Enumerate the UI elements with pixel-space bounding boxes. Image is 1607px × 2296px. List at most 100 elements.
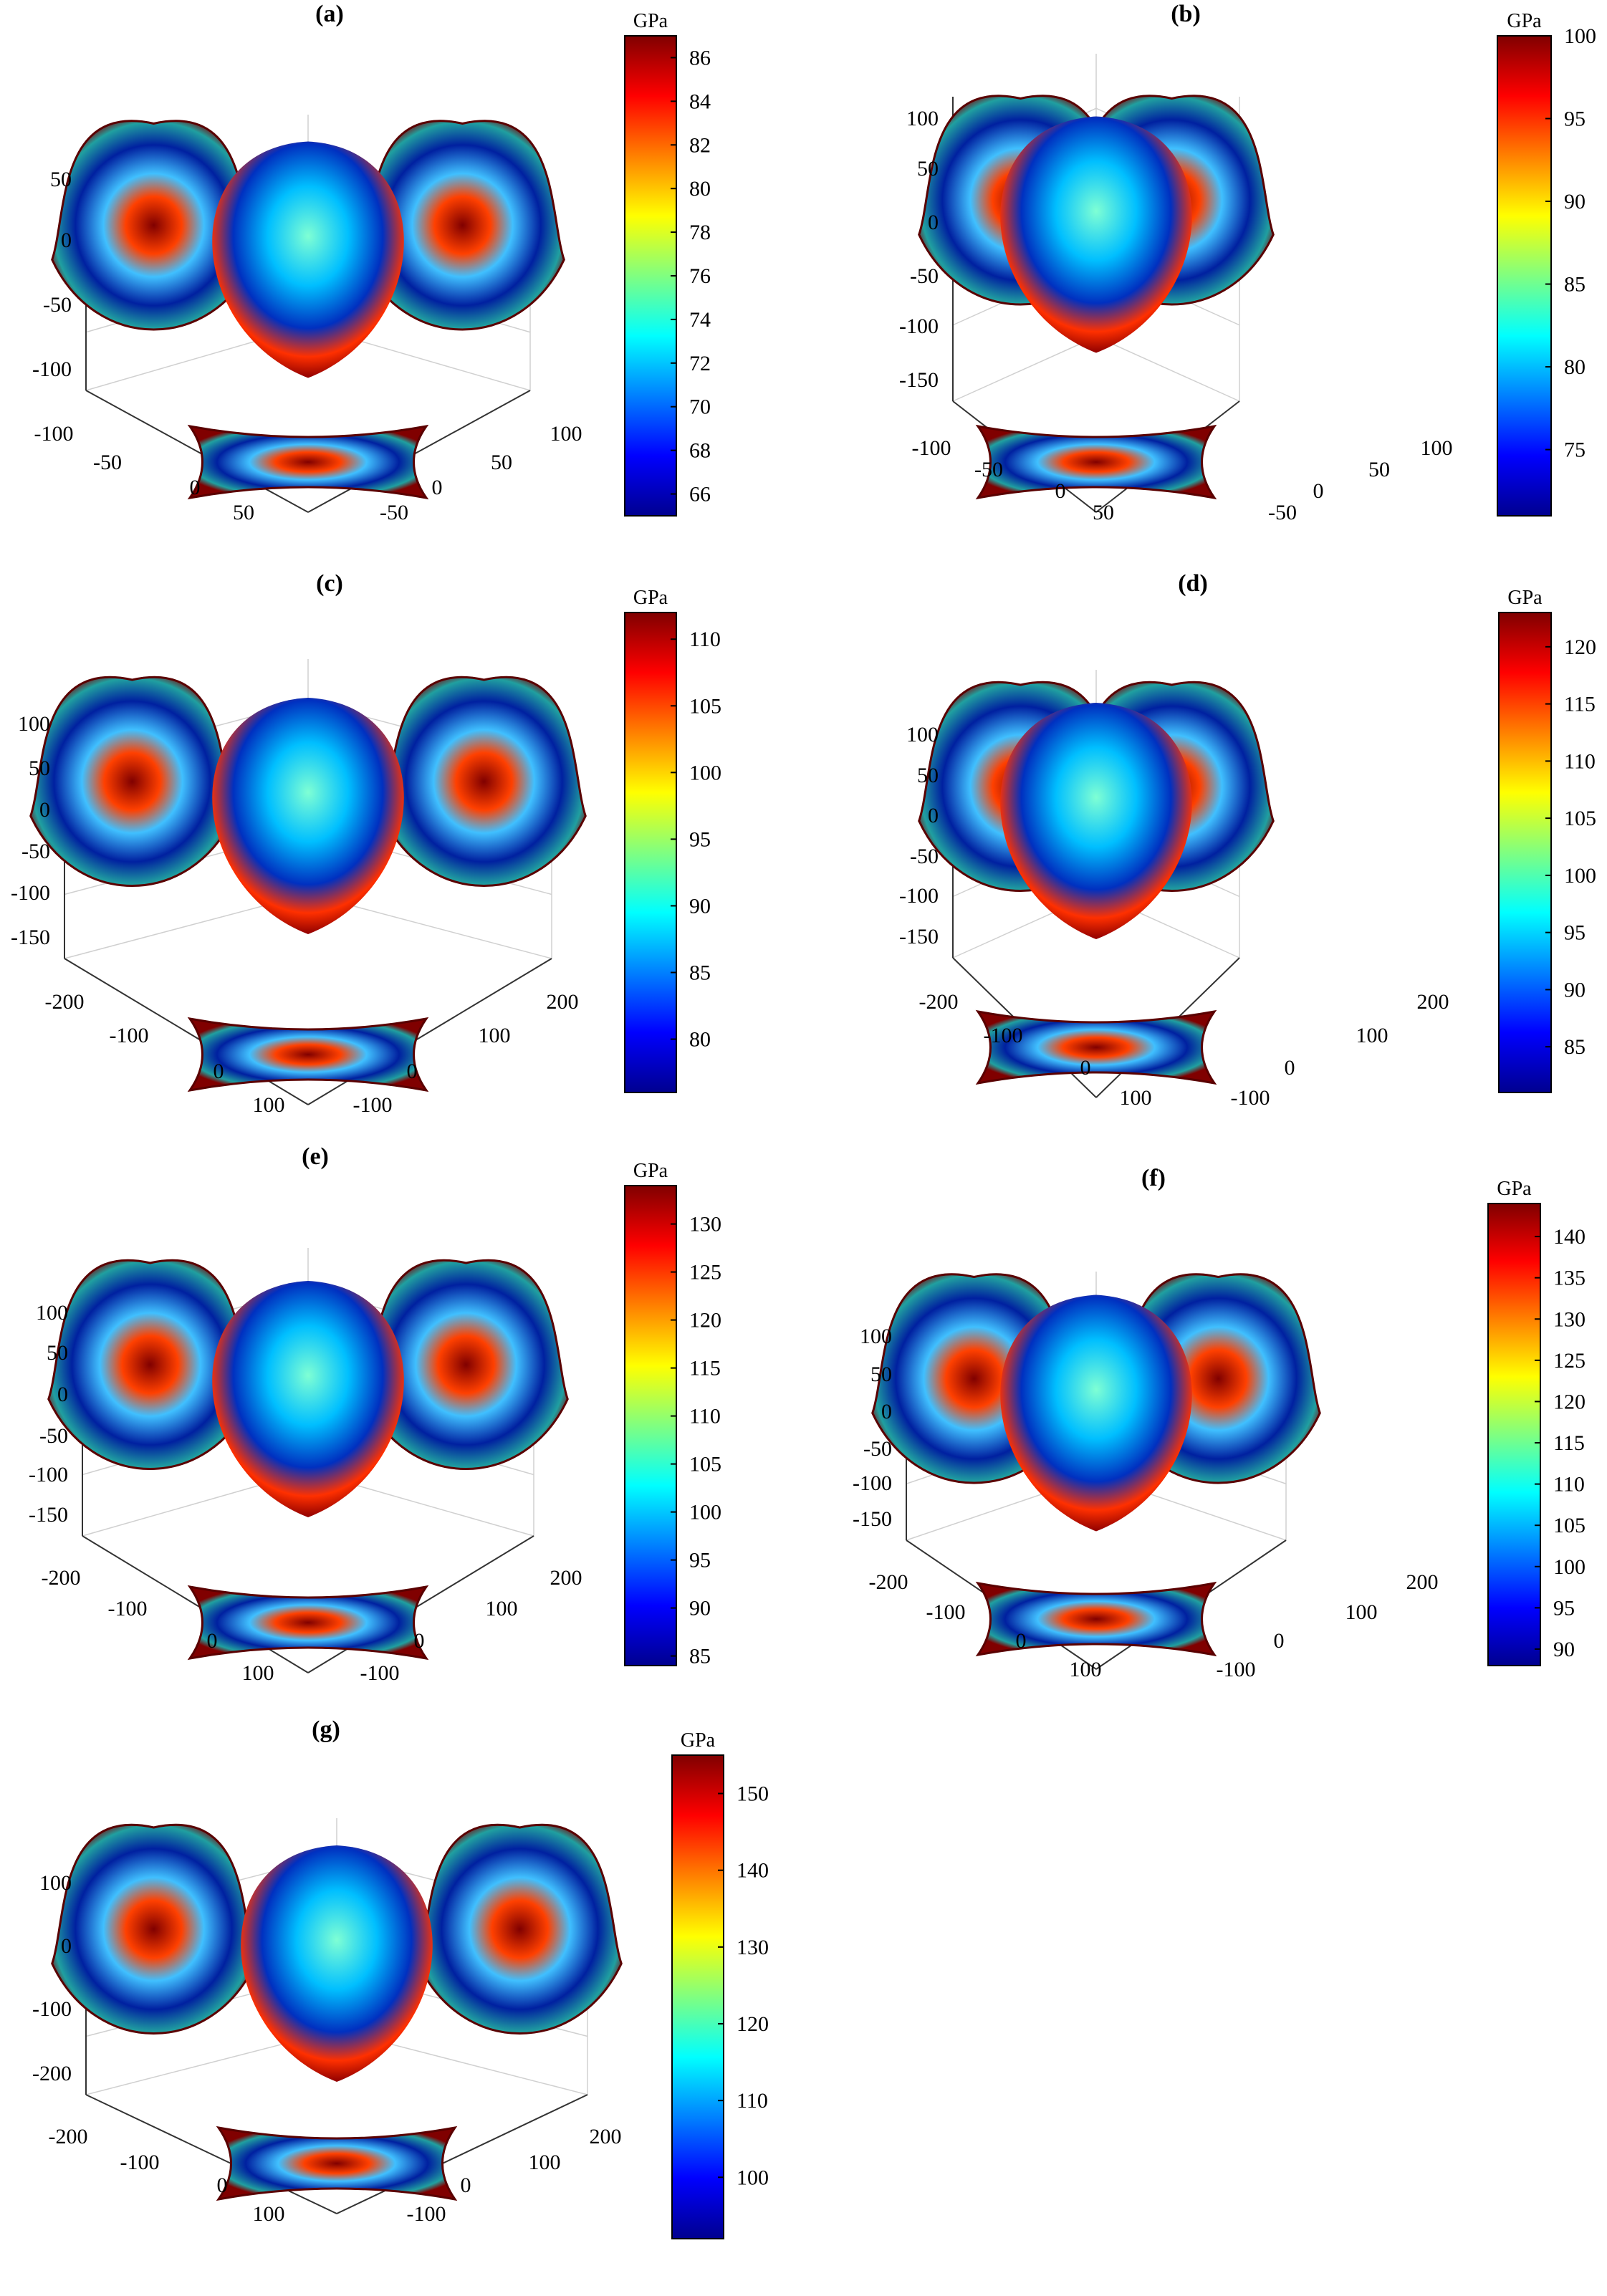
colorbar-unit: GPa xyxy=(1507,587,1543,609)
x-tick-label: -200 xyxy=(919,990,959,1014)
colorbar-tick-label: 110 xyxy=(1553,1473,1585,1497)
z-tick-label: -150 xyxy=(899,925,939,948)
y-tick-label: 100 xyxy=(1421,436,1453,460)
y-tick-label: 100 xyxy=(529,2151,561,2174)
colorbar-tick-label: 120 xyxy=(689,1309,721,1332)
colorbar-tick-label: 80 xyxy=(689,1028,711,1052)
colorbar: GPa 120 115 110 105 100 95 90 85 xyxy=(1498,587,1596,1093)
colorbar-unit: GPa xyxy=(633,587,668,609)
z-tick-label: 100 xyxy=(906,107,939,130)
colorbar-tick-label: 140 xyxy=(1553,1225,1586,1249)
panel-svg: (a) 50 0 -50 -100 -100 -50 0 50 100 50 0 -50 GPa 86 84 8… xyxy=(32,1,711,524)
panel-label: (d) xyxy=(1178,573,1208,597)
colorbar-scale xyxy=(1497,35,1552,517)
colorbar-tick-label: 76 xyxy=(689,264,711,288)
colorbar-tick-label: 90 xyxy=(1553,1638,1575,1661)
x-tick-label: 50 xyxy=(233,501,254,524)
colorbar-tick-label: 110 xyxy=(1564,749,1596,773)
x-tick-label: -200 xyxy=(869,1570,908,1594)
panel-svg: (b) 100 50 0 -50 -100 -150 -100 -50 0 50 100 50 0 -50 G… xyxy=(899,1,1596,524)
panel-label: (f) xyxy=(1141,1165,1166,1191)
colorbar-unit: GPa xyxy=(633,1160,668,1182)
central-surface xyxy=(1000,1294,1192,1532)
x-tick-label: -50 xyxy=(93,451,122,474)
colorbar: GPa 150 140 130 120 110 100 xyxy=(671,1729,769,2239)
x-tick-label: 0 xyxy=(214,1060,224,1083)
colorbar-tick-label: 95 xyxy=(1564,107,1586,131)
colorbar-tick-label: 120 xyxy=(737,2012,769,2036)
surface-group xyxy=(29,676,587,1092)
colorbar-tick-label: 90 xyxy=(1564,978,1586,1002)
tick-labels: 100 50 0 -50 -100 -150 -200 -100 0 100 200 100 0 -100 xyxy=(29,1301,582,1685)
y-tick-label: 50 xyxy=(491,451,512,474)
colorbar-tick-label: 84 xyxy=(689,90,711,113)
colorbar-tick-label: 125 xyxy=(1553,1349,1586,1373)
panel-svg: (d)100500-50-100-150-200-10001002001000-… xyxy=(899,570,1596,1110)
y-tick-label: 200 xyxy=(547,990,579,1014)
colorbar: GPa 130 125 120 115 110 105 100 95 90 85 xyxy=(624,1160,721,1668)
colorbar-tick-label: 85 xyxy=(689,1645,711,1668)
colorbar-tick-label: 105 xyxy=(1553,1514,1586,1537)
colorbar-tick-label: 100 xyxy=(689,1501,721,1524)
z-tick-label: 0 xyxy=(928,804,939,827)
colorbar-tick-label: 95 xyxy=(689,827,711,851)
x-tick-label: 100 xyxy=(242,1661,274,1685)
y-tick-label: 200 xyxy=(1406,1570,1439,1594)
z-tick-label: -50 xyxy=(863,1437,892,1461)
colorbar-unit: GPa xyxy=(1497,1178,1532,1200)
colorbar-tick-label: 115 xyxy=(1564,693,1596,716)
panel-label: (c) xyxy=(316,573,343,597)
x-tick-label: 100 xyxy=(1070,1658,1102,1681)
colorbar-tick-label: 74 xyxy=(689,308,711,332)
panel-svg: (e)100500-50-100-150-200-10001002001000-… xyxy=(29,1143,721,1685)
z-tick-label: 0 xyxy=(57,1383,68,1406)
panel-e: (e) 100 50 0 -50 -100 -150 -200 -100 0 100 200 100 0-… xyxy=(0,1143,802,1723)
z-tick-label: -50 xyxy=(910,264,939,288)
colorbar-unit: GPa xyxy=(1507,10,1542,32)
z-tick-label: -100 xyxy=(32,1997,72,2021)
colorbar-tick-label: 130 xyxy=(737,1936,769,1959)
x-tick-label: 100 xyxy=(253,1093,285,1117)
tick-labels: 50 0 -50 -100 -100 -50 0 50 100 50 0 -50 xyxy=(32,168,582,524)
colorbar: GPa 140 135 130 125 120 115 110 105 100 95 90 xyxy=(1487,1178,1586,1666)
colorbar-tick-label: 95 xyxy=(1553,1596,1575,1620)
y-tick-label: -50 xyxy=(380,501,408,524)
panel-label: (g) xyxy=(312,1719,340,1743)
colorbar-tick-label: 100 xyxy=(1553,1555,1586,1579)
z-tick-label: -100 xyxy=(899,314,939,338)
z-tick-label: 0 xyxy=(881,1400,892,1423)
central-surface xyxy=(212,698,404,934)
colorbar-tick-label: 150 xyxy=(737,1782,769,1806)
central-surface xyxy=(212,141,404,378)
z-tick-label: -100 xyxy=(32,357,72,381)
bottom-projection xyxy=(187,1585,429,1661)
tick-labels: 100 50 0 -50 -100 -150 -200 -100 0 100 200 100 0 -100 xyxy=(11,712,579,1117)
left-projection xyxy=(29,676,235,887)
colorbar-scale xyxy=(1487,1203,1541,1666)
y-tick-label: 0 xyxy=(407,1060,418,1083)
colorbar-unit: GPa xyxy=(633,10,668,32)
right-projection xyxy=(381,676,587,887)
surface-group xyxy=(871,1273,1321,1657)
z-tick-label: -100 xyxy=(29,1463,68,1486)
z-tick-label: 50 xyxy=(47,1341,68,1365)
colorbar-tick-label: 100 xyxy=(1564,24,1596,48)
z-tick-label: 100 xyxy=(860,1325,892,1348)
z-tick-label: -150 xyxy=(11,926,50,949)
right-projection xyxy=(363,1259,569,1470)
z-tick-label: -100 xyxy=(853,1471,892,1495)
colorbar-tick-label: 125 xyxy=(689,1261,721,1284)
y-tick-label: 100 xyxy=(550,422,582,446)
panel-svg: (c)100500-50-100-150-200-10001002001000-… xyxy=(11,570,721,1117)
x-tick-label: -100 xyxy=(34,422,74,446)
y-tick-label: 50 xyxy=(1368,458,1390,481)
z-tick-label: -50 xyxy=(21,840,50,863)
x-tick-label: 0 xyxy=(190,476,201,499)
panel-g: (g) 100 0 -100 -200 -200 -100 0 100 200 100 0 -100 GP… xyxy=(0,1716,802,2296)
colorbar-tick-label: 68 xyxy=(689,439,711,463)
y-tick-label: 100 xyxy=(1345,1600,1378,1624)
z-tick-label: 0 xyxy=(928,211,939,234)
colorbar-tick-label: 115 xyxy=(1553,1431,1585,1455)
z-tick-label: -150 xyxy=(29,1503,68,1527)
z-tick-label: 0 xyxy=(39,798,50,822)
